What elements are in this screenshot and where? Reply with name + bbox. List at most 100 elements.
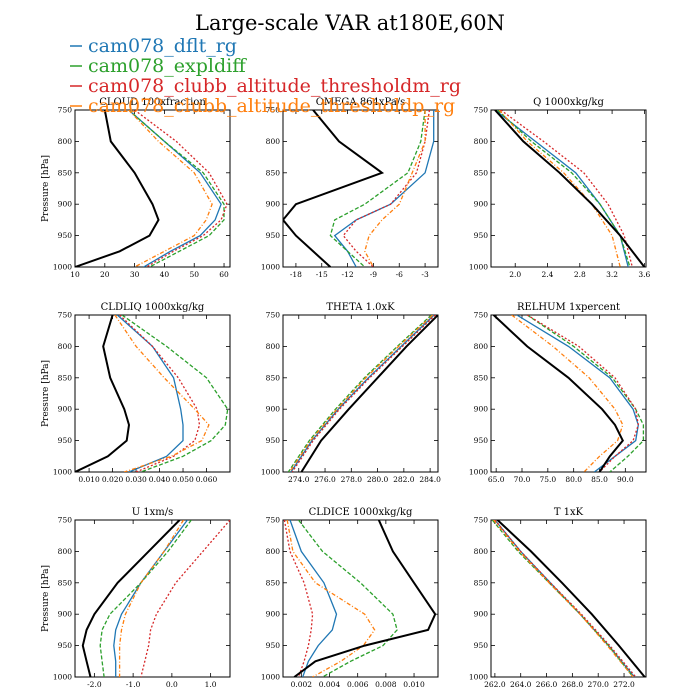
figure-title: Large-scale VAR at180E,60N <box>195 11 505 35</box>
reference-line <box>496 520 646 677</box>
chart-panel-3: Q 1000xkg/kg 750 800 850 900 950 1000 2.0 2.4 2.8… <box>469 97 651 279</box>
x-tick-label: 70.0 <box>514 475 531 484</box>
x-tick-label: 30 <box>130 270 140 279</box>
y-tick-label: 1000 <box>261 468 280 477</box>
x-tick-label: -3 <box>421 270 429 279</box>
y-tick-label: 800 <box>474 342 489 351</box>
x-tick-label: 0.006 <box>347 680 369 689</box>
x-tick-label: 278.0 <box>341 475 363 484</box>
y-tick-label: 900 <box>474 610 489 619</box>
series-line-2 <box>491 520 634 677</box>
y-tick-label: 1000 <box>261 673 280 682</box>
series-line-1 <box>116 315 184 472</box>
y-tick-label: 1000 <box>261 263 280 272</box>
x-tick-label: -12 <box>342 270 354 279</box>
series-line-4 <box>114 315 210 472</box>
series-line-3 <box>291 315 436 472</box>
plot-frame <box>282 109 439 268</box>
series-line-2 <box>287 315 432 472</box>
x-tick-label: 262.0 <box>484 680 506 689</box>
x-tick-label: 65.0 <box>488 475 505 484</box>
x-tick-label: 40 <box>160 270 170 279</box>
series-line-3 <box>119 315 201 472</box>
y-axis-label: Pressure [hPa] <box>41 360 51 427</box>
x-tick-label: 270.0 <box>587 680 609 689</box>
reference-line <box>81 520 181 677</box>
panel-title: CLDICE 1000xkg/kg <box>309 507 413 518</box>
x-tick-label: 0.010 <box>403 680 425 689</box>
x-tick-label: 90.0 <box>617 475 634 484</box>
series-line-3 <box>500 110 633 267</box>
y-tick-label: 850 <box>474 373 489 382</box>
y-tick-label: 950 <box>474 436 489 445</box>
series-line-4 <box>493 520 634 677</box>
y-tick-label: 850 <box>58 578 73 587</box>
plot-frame <box>282 314 439 473</box>
x-tick-label: 264.0 <box>510 680 532 689</box>
y-axis-label: Pressure [hPa] <box>41 565 51 632</box>
y-tick-label: 800 <box>58 342 73 351</box>
chart-panel-2: OMEGA 864xPa/s 750 800 850 900 950 1000 -18 -15 -… <box>261 97 439 279</box>
plot-frame <box>490 314 647 473</box>
x-tick-label: 276.0 <box>314 475 336 484</box>
series-line-4 <box>511 315 624 472</box>
series-line-2 <box>526 315 645 472</box>
series-line-2 <box>297 520 398 677</box>
plot-frame <box>490 519 647 678</box>
y-tick-label: 950 <box>266 436 281 445</box>
y-tick-label: 1000 <box>469 673 488 682</box>
x-tick-label: 0.040 <box>149 475 171 484</box>
chart-panel-4: CLDLIQ 1000xkg/kg 750 800 850 900 950 1000 Pres… <box>41 302 231 484</box>
x-tick-label: -6 <box>396 270 404 279</box>
y-tick-label: 750 <box>266 106 281 115</box>
panel-title: THETA 1.0xK <box>326 302 395 313</box>
legend-label: cam078_clubb_altitude_thresholdm_rg <box>88 75 461 97</box>
x-tick-label: 60 <box>219 270 229 279</box>
x-tick-label: -2.0 <box>87 680 102 689</box>
x-tick-label: 1.0 <box>205 680 217 689</box>
series-line-3 <box>342 110 431 267</box>
series-line-4 <box>364 110 426 267</box>
chart-panel-8: CLDICE 1000xkg/kg 750 800 850 900 950 1000 0.00… <box>261 507 439 689</box>
y-tick-label: 750 <box>474 311 489 320</box>
y-tick-label: 950 <box>474 641 489 650</box>
x-tick-label: -18 <box>290 270 302 279</box>
series-line-1 <box>290 315 435 472</box>
x-tick-label: 266.0 <box>536 680 558 689</box>
panel-title: Q 1000xkg/kg <box>533 97 604 108</box>
x-tick-label: 0.050 <box>172 475 194 484</box>
x-tick-label: 0.002 <box>291 680 313 689</box>
y-tick-label: 750 <box>474 516 489 525</box>
y-tick-label: 750 <box>474 106 489 115</box>
y-tick-label: 750 <box>58 106 73 115</box>
x-tick-label: 274.0 <box>288 475 310 484</box>
y-tick-label: 850 <box>474 578 489 587</box>
y-tick-label: 950 <box>474 231 489 240</box>
reference-line <box>494 110 646 267</box>
y-tick-label: 900 <box>266 405 281 414</box>
x-tick-label: 0.008 <box>375 680 397 689</box>
plot-frame <box>490 109 647 268</box>
series-line-4 <box>498 110 621 267</box>
series-line-1 <box>113 520 188 677</box>
y-tick-label: 950 <box>58 231 73 240</box>
y-tick-label: 800 <box>266 342 281 351</box>
series-line-3 <box>140 520 230 677</box>
panels-grid: CLOUD 100xfraction 750 800 850 900 950 1000 Pre… <box>41 97 651 689</box>
series-line-2 <box>128 110 225 267</box>
x-tick-label: 20 <box>100 270 110 279</box>
y-tick-label: 1000 <box>53 673 72 682</box>
y-tick-label: 800 <box>266 547 281 556</box>
y-tick-label: 900 <box>58 405 73 414</box>
y-tick-label: 900 <box>474 405 489 414</box>
series-line-1 <box>516 315 639 472</box>
reference-line <box>293 520 437 677</box>
y-tick-label: 750 <box>58 311 73 320</box>
x-tick-label: 80.0 <box>565 475 582 484</box>
series-line-4 <box>286 520 376 677</box>
plot-frame <box>74 314 231 473</box>
y-tick-label: 750 <box>266 516 281 525</box>
y-tick-label: 750 <box>266 311 281 320</box>
